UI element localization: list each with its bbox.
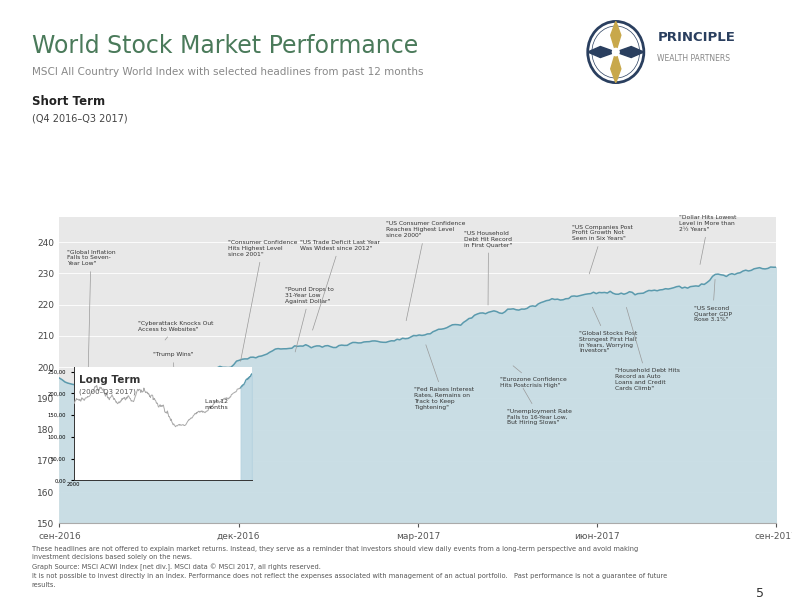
Text: Long Term: Long Term (79, 375, 140, 385)
Text: "Pound Drops to
31-Year Low
Against Dollar": "Pound Drops to 31-Year Low Against Doll… (285, 287, 334, 352)
Text: "US Consumer Confidence
Reaches Highest Level
since 2000": "US Consumer Confidence Reaches Highest … (386, 222, 465, 321)
Circle shape (612, 48, 619, 56)
Text: These headlines are not offered to explain market returns. Instead, they serve a: These headlines are not offered to expla… (32, 546, 667, 588)
Text: "US Second
Quarter GDP
Rose 3.1%": "US Second Quarter GDP Rose 3.1%" (694, 279, 732, 323)
Polygon shape (588, 47, 616, 58)
Text: (Q4 2016–Q3 2017): (Q4 2016–Q3 2017) (32, 113, 128, 123)
Polygon shape (616, 47, 644, 58)
Text: "US Household
Debt Hit Record
in First Quarter": "US Household Debt Hit Record in First Q… (464, 231, 512, 305)
Text: PRINCIPLE: PRINCIPLE (657, 31, 735, 43)
Text: (2000–Q3 2017): (2000–Q3 2017) (79, 389, 136, 395)
Text: "US Trade Deficit Last Year
Was Widest since 2012": "US Trade Deficit Last Year Was Widest s… (299, 240, 379, 330)
Text: MSCI All Country World Index with selected headlines from past 12 months: MSCI All Country World Index with select… (32, 67, 423, 77)
Text: 5: 5 (756, 587, 764, 600)
Text: "Global Stocks Post
Strongest First Half
in Years, Worrying
Investors": "Global Stocks Post Strongest First Half… (579, 307, 638, 353)
Text: "Global Inflation
Falls to Seven-
Year Low": "Global Inflation Falls to Seven- Year L… (67, 250, 115, 374)
Text: WEALTH PARTNERS: WEALTH PARTNERS (657, 54, 730, 63)
Text: "Consumer Confidence
Hits Highest Level
since 2001": "Consumer Confidence Hits Highest Level … (228, 240, 297, 361)
Text: "Eurozone Confidence
Hits Postcrisis High": "Eurozone Confidence Hits Postcrisis Hig… (501, 366, 567, 388)
Text: World Stock Market Performance: World Stock Market Performance (32, 34, 418, 58)
Polygon shape (611, 21, 621, 52)
Text: "Unemployment Rate
Falls to 16-Year Low,
But Hiring Slows": "Unemployment Rate Falls to 16-Year Low,… (508, 388, 573, 425)
Text: "Household Debt Hits
Record as Auto
Loans and Credit
Cards Climb": "Household Debt Hits Record as Auto Loan… (615, 307, 680, 391)
Polygon shape (611, 52, 621, 83)
Text: "Cyberattack Knocks Out
Access to Websites": "Cyberattack Knocks Out Access to Websit… (139, 321, 214, 340)
Text: "US Companies Post
Profit Growth Not
Seen in Six Years": "US Companies Post Profit Growth Not See… (572, 225, 633, 274)
Text: Short Term: Short Term (32, 95, 105, 108)
Text: "Trump Wins": "Trump Wins" (153, 352, 193, 389)
Text: "Fed Raises Interest
Rates, Remains on
Track to Keep
Tightening": "Fed Raises Interest Rates, Remains on T… (414, 345, 474, 409)
Text: Last 12
months: Last 12 months (204, 399, 228, 409)
Text: "Dollar Hits Lowest
Level in More than
2½ Years": "Dollar Hits Lowest Level in More than 2… (680, 215, 737, 264)
